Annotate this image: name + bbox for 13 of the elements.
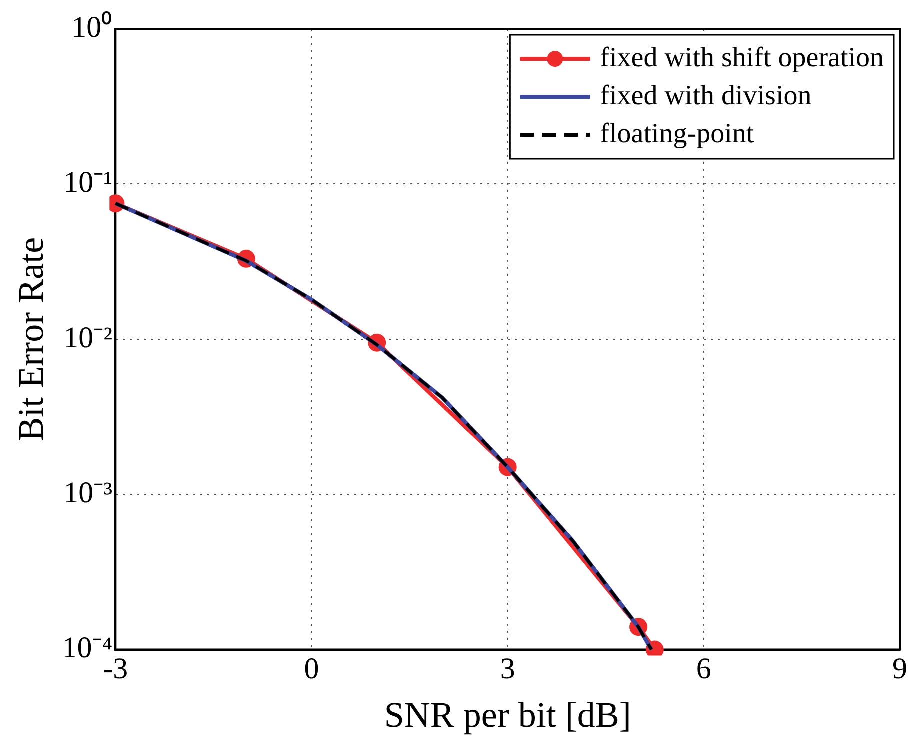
y-axis-title: Bit Error Rate xyxy=(11,237,52,442)
legend-label: floating-point xyxy=(600,118,754,150)
legend-label: fixed with shift operation xyxy=(600,42,884,74)
x-tick-label: 9 xyxy=(892,652,908,686)
x-tick-label: 6 xyxy=(696,652,712,686)
y-tick-label: 10⁰ xyxy=(72,10,113,44)
y-tick-label: 10⁻² xyxy=(64,321,113,354)
x-axis-title: SNR per bit [dB] xyxy=(384,694,632,735)
y-tick-label: 10⁻³ xyxy=(64,476,113,510)
x-tick-label: 3 xyxy=(500,652,516,686)
x-tick-label: 0 xyxy=(304,652,320,686)
legend-label: fixed with division xyxy=(600,80,812,112)
y-tick-label: 10⁻¹ xyxy=(64,166,113,200)
